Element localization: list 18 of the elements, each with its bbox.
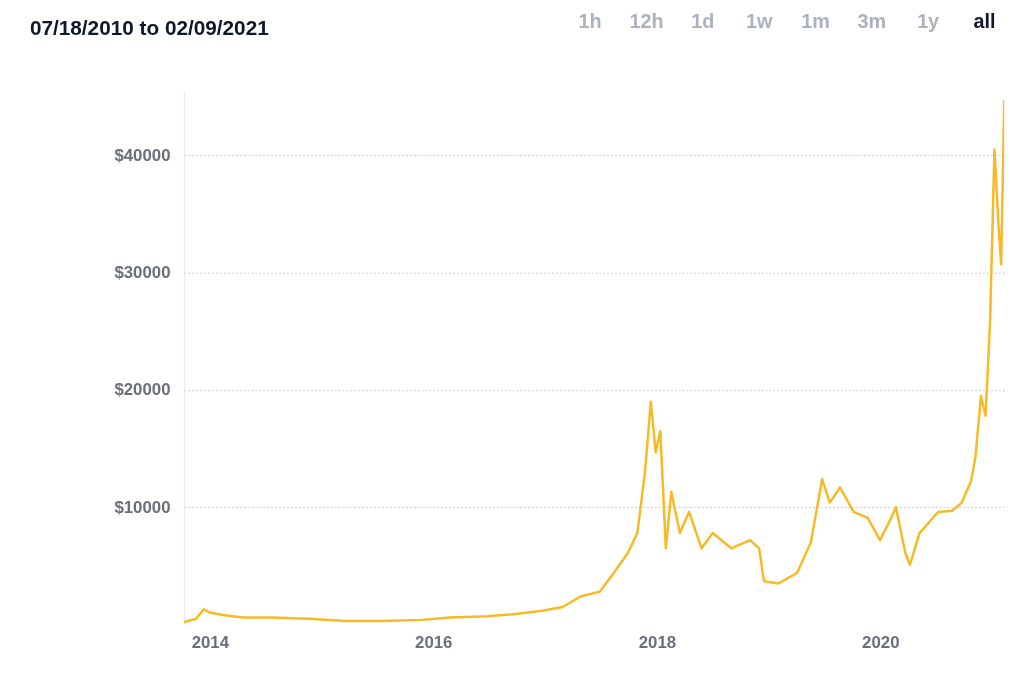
y-tick-label: $30000 bbox=[114, 263, 171, 283]
text: 1w bbox=[745, 9, 773, 32]
text: 12h bbox=[629, 9, 664, 32]
y-tick-label: $40000 bbox=[114, 145, 171, 165]
text: 1y bbox=[917, 9, 940, 32]
text: all bbox=[973, 9, 996, 32]
x-tick-label: 2020 bbox=[862, 632, 900, 652]
y-tick-label: $20000 bbox=[114, 380, 171, 400]
text: 3m bbox=[857, 9, 887, 32]
x-tick-label: 2014 bbox=[191, 632, 230, 652]
x-tick-label: 2018 bbox=[638, 632, 677, 652]
chart-title: 07/18/2010 to 02/09/2021 bbox=[29, 16, 269, 40]
text: 1d bbox=[691, 9, 715, 32]
line-series bbox=[183, 98, 1005, 624]
x-tick-label: 2016 bbox=[415, 632, 453, 652]
text: 1m bbox=[801, 9, 830, 32]
text: 1h bbox=[578, 9, 602, 32]
y-tick-label: $10000 bbox=[114, 497, 171, 517]
